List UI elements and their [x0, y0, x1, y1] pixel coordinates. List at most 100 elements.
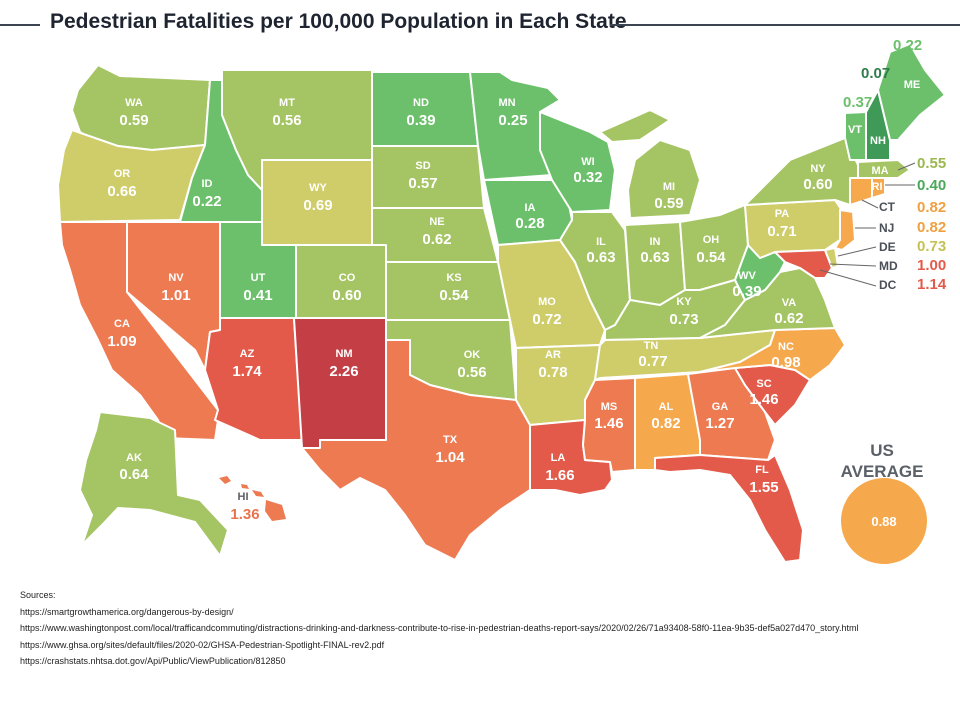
state-ct-shape[interactable]	[849, 177, 873, 206]
map-title: Pedestrian Fatalities per 100,000 Popula…	[50, 10, 627, 33]
state-wi-value: 0.32	[573, 169, 602, 186]
state-ne[interactable]: NE 0.62	[371, 207, 499, 263]
source-link-1[interactable]: https://smartgrowthamerica.org/dangerous…	[20, 606, 234, 617]
state-ak-shape[interactable]	[79, 411, 229, 557]
state-wy[interactable]: WY 0.69	[261, 159, 373, 246]
state-ar-value: 0.78	[538, 364, 567, 381]
state-nh[interactable]: NH	[865, 89, 891, 161]
state-hi-island-4[interactable]	[265, 500, 286, 521]
state-vt-shape[interactable]	[844, 111, 867, 161]
state-az[interactable]: AZ 1.74	[204, 317, 303, 441]
state-nv-value: 1.01	[161, 287, 190, 304]
state-ma-shape[interactable]	[857, 159, 911, 179]
state-al[interactable]: AL 0.82	[634, 373, 701, 471]
state-ks[interactable]: KS 0.54	[385, 261, 511, 321]
state-tx-value: 1.04	[435, 449, 465, 466]
state-mi-value: 0.59	[654, 195, 683, 212]
state-tx-shape[interactable]	[301, 339, 531, 561]
state-nd-shape[interactable]	[371, 71, 479, 147]
state-nc[interactable]: NC 0.98	[699, 327, 846, 381]
state-nm-shape[interactable]	[293, 317, 387, 449]
state-fl-shape[interactable]	[654, 454, 804, 563]
state-me[interactable]: ME	[877, 43, 946, 141]
state-id-value: 0.22	[192, 193, 221, 210]
state-or[interactable]: OR 0.66	[57, 129, 206, 223]
state-in-abbr: IN	[650, 236, 661, 248]
state-nh-shape[interactable]	[865, 89, 891, 161]
state-nm-abbr: NM	[335, 348, 352, 360]
state-me-shape[interactable]	[877, 43, 946, 141]
state-ok[interactable]: OK 0.56	[385, 319, 517, 401]
us-average-circle: 0.88	[841, 478, 927, 564]
state-sc-abbr: SC	[756, 378, 771, 390]
state-il[interactable]: IL 0.63	[559, 211, 631, 331]
state-nv-abbr: NV	[168, 272, 184, 284]
state-ct-abbr: CT	[879, 200, 896, 214]
state-wi[interactable]: WI 0.32	[539, 111, 616, 213]
state-mi-shape[interactable]	[599, 109, 701, 219]
state-ca-shape[interactable]	[59, 221, 219, 441]
state-or-value: 0.66	[107, 183, 136, 200]
state-la-abbr: LA	[551, 452, 566, 464]
state-vt[interactable]: VT	[844, 111, 867, 161]
source-link-3[interactable]: https://www.ghsa.org/sites/default/files…	[20, 639, 385, 650]
state-me-value: 0.22	[893, 37, 922, 54]
state-ct[interactable]	[849, 177, 873, 206]
state-hi[interactable]: HI 1.36	[219, 476, 286, 523]
state-hi-island-3[interactable]	[252, 490, 264, 497]
state-mi[interactable]: MI 0.59	[599, 109, 701, 219]
state-mn-abbr: MN	[498, 97, 515, 109]
state-nm[interactable]: NM 2.26	[293, 317, 387, 449]
state-nj[interactable]	[834, 209, 856, 251]
state-il-abbr: IL	[596, 236, 606, 248]
state-ms[interactable]: MS 1.46	[582, 377, 636, 473]
state-oh-abbr: OH	[703, 234, 720, 246]
state-ca-value: 1.09	[107, 333, 136, 350]
state-ca[interactable]: CA 1.09	[59, 221, 219, 441]
state-nc-shape[interactable]	[699, 327, 846, 381]
state-de-shape[interactable]	[824, 247, 839, 269]
state-ut[interactable]: UT 0.41	[219, 221, 297, 319]
state-nj-value: 0.82	[917, 219, 946, 236]
state-ri-shape[interactable]	[871, 177, 886, 199]
md-leader-line	[829, 263, 877, 267]
state-al-value: 0.82	[651, 415, 680, 432]
state-nj-shape[interactable]	[834, 209, 856, 251]
state-ne-value: 0.62	[422, 231, 451, 248]
state-ok-abbr: OK	[464, 349, 481, 361]
state-ms-abbr: MS	[601, 401, 618, 413]
state-ny-shape[interactable]	[744, 137, 863, 206]
state-sd[interactable]: SD 0.57	[371, 145, 485, 209]
state-ri[interactable]: RI	[871, 177, 886, 199]
state-ma[interactable]: MA	[857, 159, 911, 179]
state-fl[interactable]: FL 1.55	[654, 454, 804, 563]
state-tx[interactable]: TX 1.04	[301, 339, 531, 561]
state-hi-island-1[interactable]	[219, 476, 231, 484]
state-wi-shape[interactable]	[539, 111, 616, 213]
state-nm-value: 2.26	[329, 363, 358, 380]
state-wv-abbr: WV	[738, 270, 756, 282]
state-ny[interactable]: NY 0.60	[744, 137, 863, 206]
state-hi-island-2[interactable]	[241, 484, 249, 489]
state-in[interactable]: IN 0.63	[624, 221, 686, 306]
state-sc-value: 1.46	[749, 391, 778, 408]
source-link-4[interactable]: https://crashstats.nhtsa.dot.gov/Api/Pub…	[20, 656, 286, 666]
ct-leader-line	[861, 199, 879, 209]
state-mn-value: 0.25	[498, 112, 527, 129]
state-nd-value: 0.39	[406, 112, 435, 129]
state-ar-abbr: AR	[545, 349, 561, 361]
state-nj-abbr: NJ	[879, 221, 894, 235]
source-link-2[interactable]: https://www.washingtonpost.com/local/tra…	[20, 623, 859, 633]
state-ri-value: 0.40	[917, 177, 946, 194]
state-de[interactable]	[824, 247, 839, 269]
state-va[interactable]: VA 0.62	[699, 267, 836, 339]
state-wv-value: 0.39	[732, 283, 761, 300]
state-ma-abbr: MA	[871, 165, 888, 177]
state-ks-value: 0.54	[439, 287, 469, 304]
state-dc-value: 1.14	[917, 276, 947, 293]
sources-block: Sources: https://smartgrowthamerica.org/…	[20, 587, 858, 670]
state-co[interactable]: CO 0.60	[295, 244, 387, 319]
state-ak[interactable]: AK 0.64	[79, 411, 229, 557]
state-nd[interactable]: ND 0.39	[371, 71, 479, 147]
